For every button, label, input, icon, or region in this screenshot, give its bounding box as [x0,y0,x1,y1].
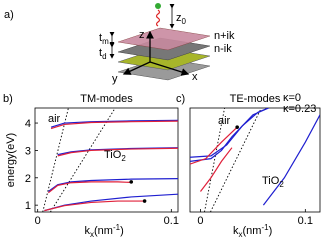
x-axis-label: kx(nm-1) [233,223,272,239]
y-tick-label: 2 [25,173,31,185]
diagram-label-part: n-ik [214,43,232,55]
diagram-label-part: t [99,32,102,44]
light-line-label: TiO2 [262,175,284,189]
diagram [109,3,211,81]
diagram-label: n-ik [214,43,232,55]
mode-curve [200,147,233,192]
diagram-label: y [112,73,118,85]
light-line-label-part: 2 [279,180,284,189]
x-axis-label-part: x [90,230,94,239]
light-line-label-part: 2 [121,154,126,163]
dipole [155,3,161,9]
panel-label: b) [3,93,13,105]
mode-curve [190,126,238,165]
plot-frame [189,107,321,213]
panel-label: a) [4,9,14,21]
x-axis-label-part: ) [120,225,124,237]
cutoff-point [129,180,134,184]
light-line-label-part: TiO [262,175,280,187]
light-line-label: air [48,113,61,125]
y-tick-label: 4 [25,118,31,130]
y-axis-label: energy(eV) [5,133,17,187]
mode-curve [44,200,145,212]
panel-label: c) [176,93,185,105]
diagram-label-part: z [139,29,145,41]
dipole-wave [155,9,161,27]
x-axis-label: kx(nm-1) [85,223,124,239]
x-axis-label-part: x [239,230,243,239]
light-line-label-part: air [48,113,61,125]
diagram-label: z0 [176,12,187,26]
legend-entry: κ=0 [283,92,301,104]
mode-curve [47,181,132,194]
plot-area [42,108,178,212]
cutoff-point [235,125,239,129]
diagram-label-part: 0 [182,17,187,26]
x-tick-label: 0.1 [298,215,313,227]
x-axis-label-part: k [233,225,239,237]
x-tick-label: 0 [35,215,41,227]
y-tick-label: 1 [25,200,31,212]
diagram-label-part: m [102,37,109,46]
x-tick-label: 0.1 [164,215,179,227]
diagram-label: td [99,47,107,61]
mode-curve [44,193,178,212]
x-axis-label-part: -1 [113,223,121,232]
layer-loss [117,27,211,51]
plot-frame [34,107,179,213]
mode-curve [262,114,320,206]
legend-entry: κ=0.23 [283,103,316,115]
light-line [49,108,116,212]
x-axis-label-part: ) [269,225,273,237]
mode-curve [190,108,269,162]
diagram-label-part: x [192,71,198,83]
y-tick-label: 3 [25,145,31,157]
diagram-label: n+ik [214,30,235,42]
diagram-label-part: z [176,12,182,24]
diagram-label: tm [99,32,109,46]
light-line-label: air [218,115,231,127]
diagram-label-part: y [112,73,118,85]
diagram-label: x [192,71,198,83]
x-axis [149,61,190,76]
light-line [42,108,69,212]
x-axis-label-part: (nm [94,225,113,237]
light-line-label-part: TiO [104,149,122,161]
light-line-label-part: air [218,115,231,127]
chart-title: TM-modes [80,93,133,105]
x-axis-label-part: k [85,225,91,237]
mode-curve [48,178,178,192]
mode-curve [57,147,178,157]
diagram-label-part: d [102,52,106,61]
x-tick-label: 0 [197,215,203,227]
x-axis-label-part: (nm [243,225,262,237]
chart-title: TE-modes [230,93,281,105]
mode-curve [50,119,178,128]
diagram-label: z [139,29,145,41]
diagram-label-part: t [99,47,102,59]
x-axis-label-part: -1 [261,223,269,232]
diagram-label-part: n+ik [214,30,235,42]
plot-area [190,108,320,212]
light-line-label: TiO2 [104,149,126,163]
mode-curve [50,120,178,130]
y-axis [122,61,151,75]
y-axis-label-part: energy(eV) [5,133,17,187]
light-line [204,108,226,212]
cutoff-point [142,199,147,203]
